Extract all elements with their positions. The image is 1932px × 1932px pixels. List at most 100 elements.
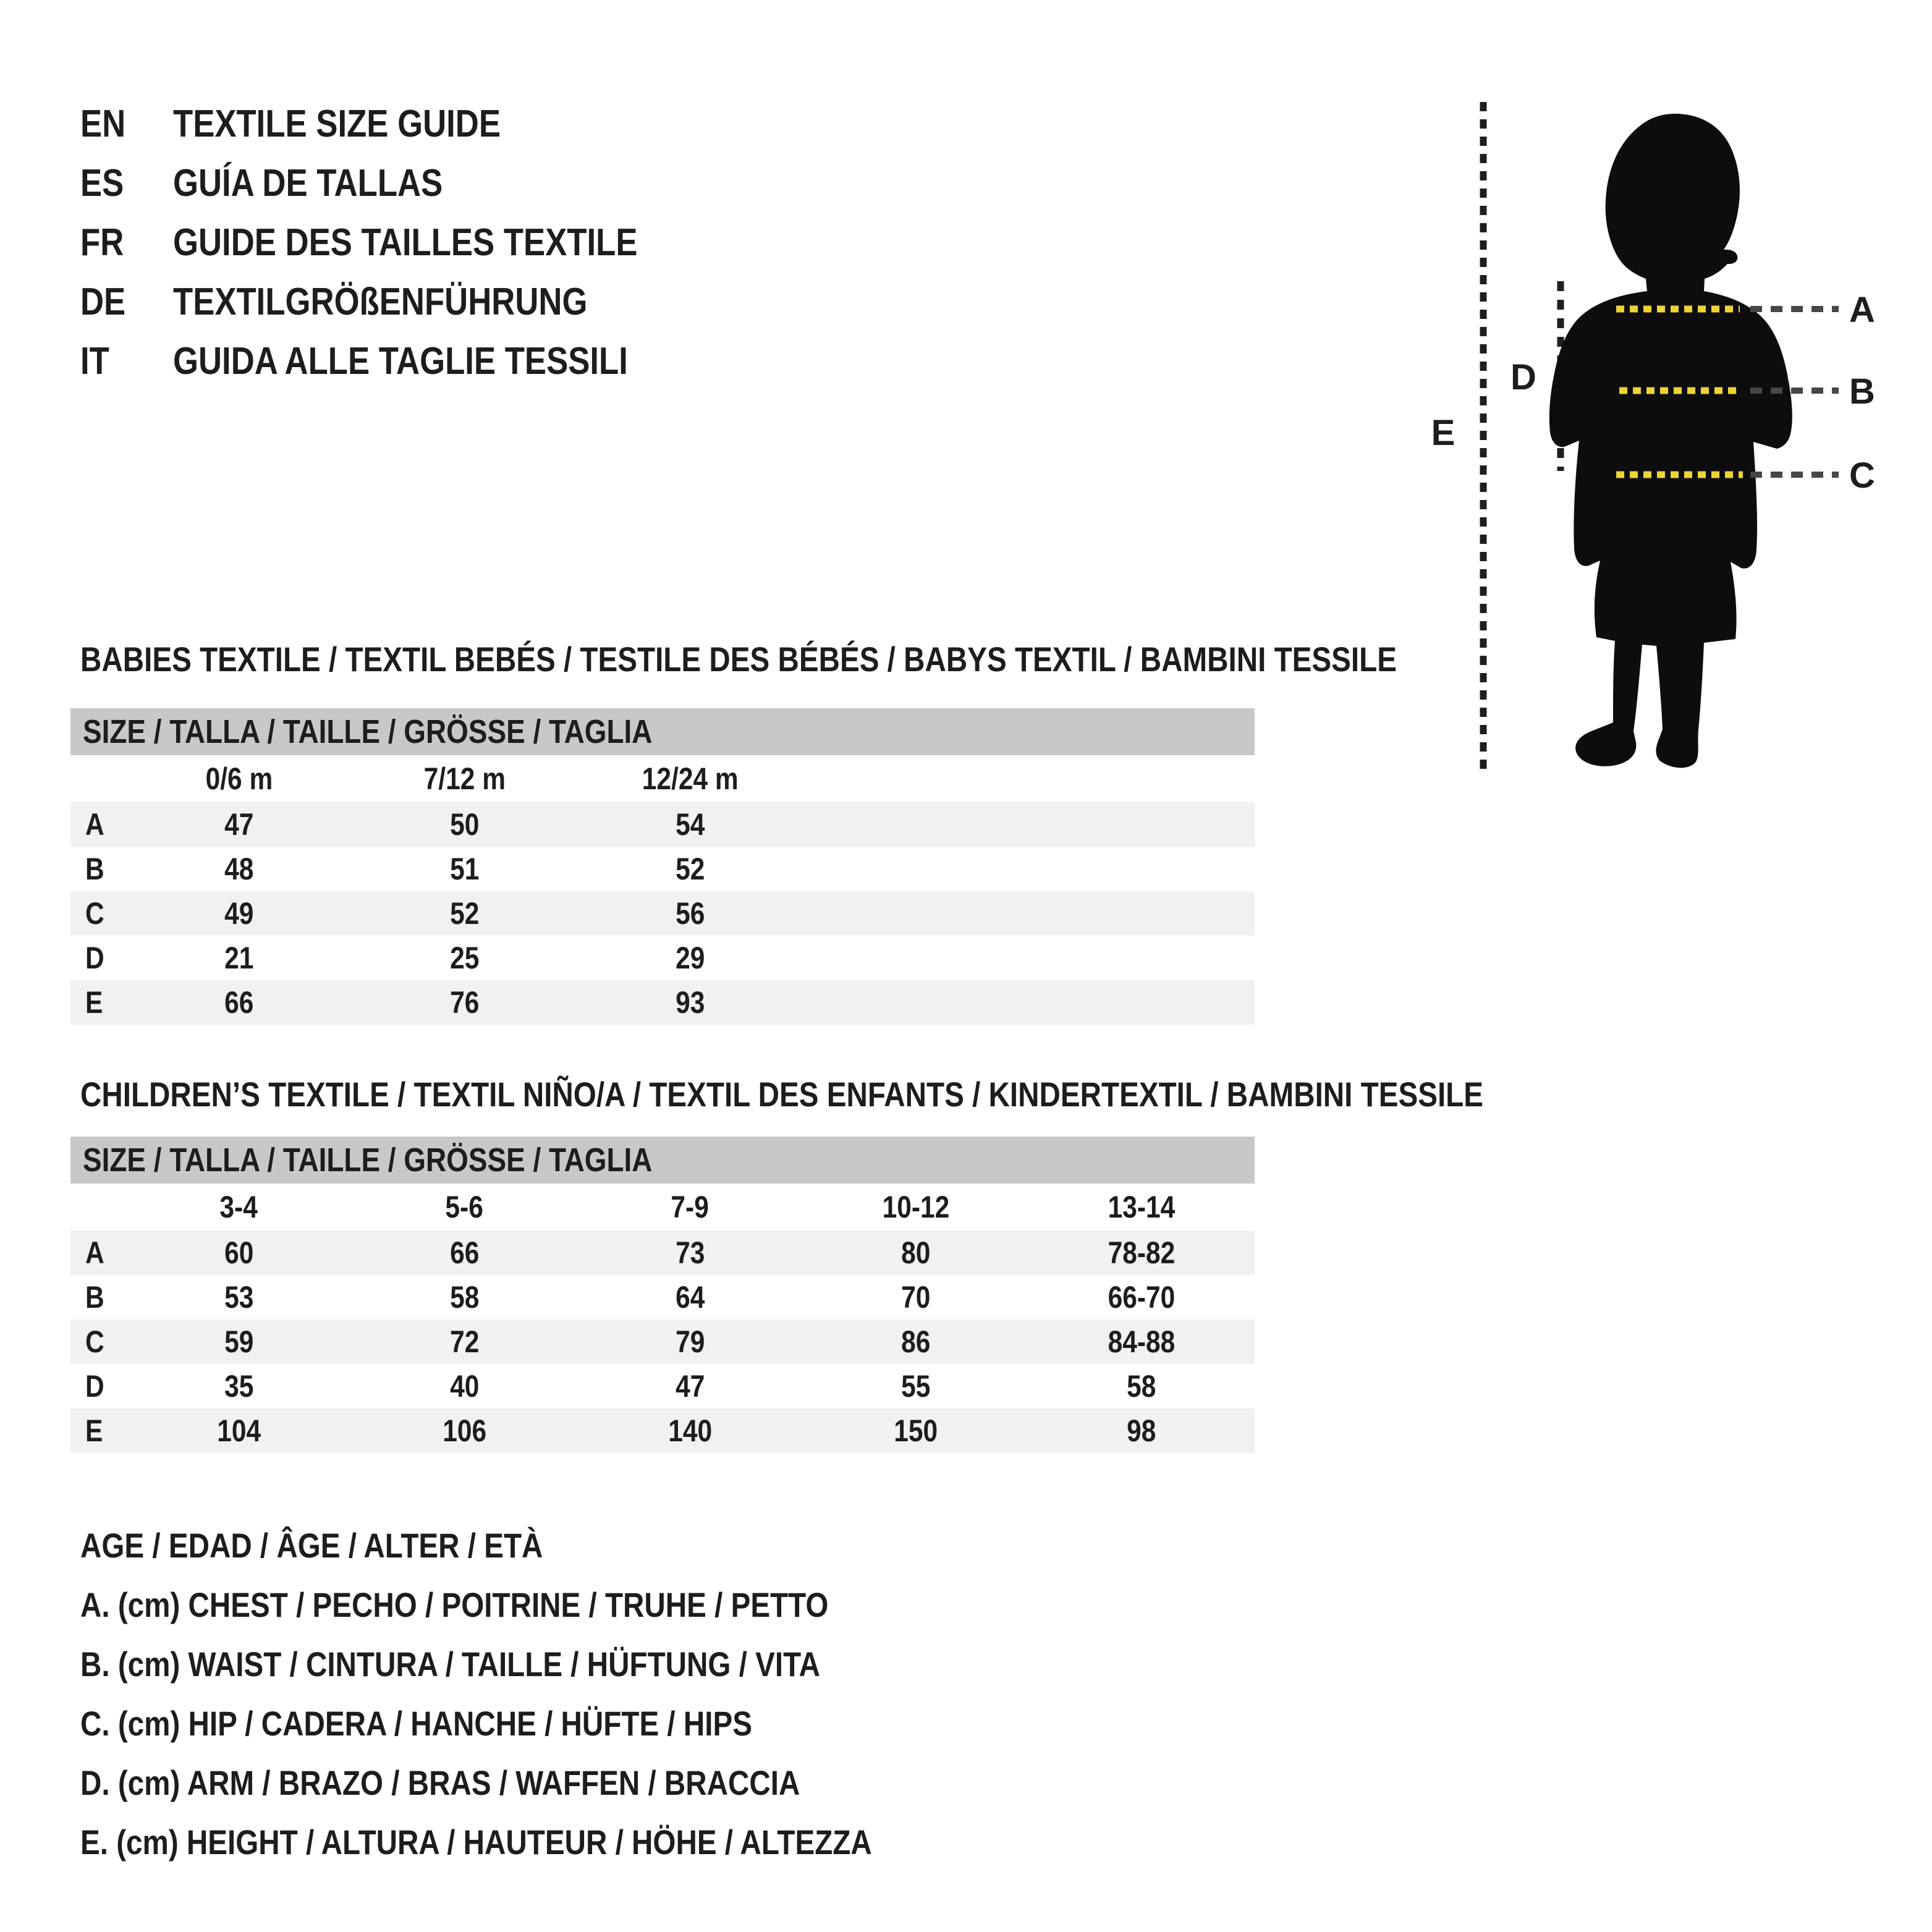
value-text: 55 — [900, 1369, 931, 1404]
babies-table-header-bar: SIZE / TALLA / TAILLE / GRÖSSE / TAGLIA — [70, 708, 1255, 755]
lang-row-es: ES GUÍA DE TALLAS — [80, 153, 719, 213]
measure-label-b: B — [1849, 371, 1875, 412]
value-text: 47 — [224, 807, 254, 842]
value-cell: 52 — [577, 847, 803, 891]
measure-label-c: C — [1849, 455, 1875, 496]
value-cell: 78-82 — [1028, 1231, 1254, 1275]
value-cell: 55 — [803, 1364, 1028, 1409]
value-text: 58 — [1126, 1369, 1156, 1404]
column-header: 5-6 — [352, 1184, 577, 1231]
row-label: A — [70, 1231, 126, 1275]
value-cell: 47 — [577, 1364, 803, 1409]
value-text: 86 — [900, 1324, 931, 1359]
size-header-text: SIZE / TALLA / TAILLE / GRÖSSE / TAGLIA — [83, 1142, 653, 1179]
value-text: 76 — [449, 985, 480, 1020]
column-header-text: 0/6 m — [205, 761, 273, 796]
legend-text: B. (cm) WAIST / CINTURA / TAILLE / HÜFTU… — [80, 1644, 820, 1684]
value-cell: 98 — [1028, 1409, 1254, 1453]
table-row-d: D 21 25 29 — [70, 936, 1255, 980]
value-cell: 66 — [352, 1231, 577, 1275]
value-text: 52 — [675, 852, 705, 886]
row-label: B — [70, 1275, 126, 1320]
value-text: 150 — [894, 1413, 938, 1448]
value-text: 106 — [443, 1413, 486, 1448]
lang-row-fr: FR GUIDE DES TAILLES TEXTILE — [80, 213, 719, 272]
table-row-d: D 35 40 47 55 58 — [70, 1364, 1255, 1409]
lang-title-en: TEXTILE SIZE GUIDE — [173, 102, 719, 146]
legend-line-chest: A. (cm) CHEST / PECHO / POITRINE / TRUHE… — [80, 1575, 1012, 1634]
empty-cell — [70, 755, 126, 802]
lang-title-text: GUIDA ALLE TAGLIE TESSILI — [173, 339, 628, 383]
row-label: E — [70, 1409, 126, 1453]
value-text: 60 — [224, 1235, 254, 1270]
row-label: D — [70, 936, 126, 980]
legend-line-waist: B. (cm) WAIST / CINTURA / TAILLE / HÜFTU… — [80, 1634, 1012, 1693]
value-cell: 86 — [803, 1320, 1028, 1364]
value-cell: 54 — [577, 802, 803, 847]
table-row-e: E 66 76 93 — [70, 980, 1255, 1025]
row-label-text: A — [85, 807, 104, 842]
lang-code-text: FR — [80, 221, 124, 264]
value-cell: 56 — [577, 891, 803, 936]
column-header: 12/24 m — [577, 755, 803, 802]
row-label-text: C — [85, 1324, 104, 1359]
value-cell: 72 — [352, 1320, 577, 1364]
lang-code-text: ES — [80, 161, 124, 205]
value-text: 73 — [675, 1235, 705, 1270]
row-label: C — [70, 891, 126, 936]
value-text: 50 — [449, 807, 480, 842]
table-row-b: B 53 58 64 70 66-70 — [70, 1275, 1255, 1320]
column-header-text: 3-4 — [219, 1190, 258, 1224]
column-header: 0/6 m — [126, 755, 352, 802]
column-header-text: 13-14 — [1108, 1190, 1175, 1224]
value-text: 79 — [675, 1324, 705, 1359]
value-text: 70 — [900, 1280, 931, 1315]
value-cell: 64 — [577, 1275, 803, 1320]
measure-label-e: E — [1431, 413, 1455, 453]
empty-cell — [803, 755, 1028, 802]
child-silhouette — [1549, 114, 1792, 768]
children-section-title-text: CHILDREN’S TEXTILE / TEXTIL NIÑO/A / TEX… — [80, 1075, 1484, 1114]
measure-label-d: D — [1510, 357, 1536, 397]
column-header-text: 10-12 — [882, 1190, 949, 1224]
value-text: 54 — [675, 807, 705, 842]
row-label-text: E — [85, 985, 103, 1020]
value-text: 84-88 — [1108, 1324, 1175, 1359]
value-cell: 106 — [352, 1409, 577, 1453]
table-row-a: A 60 66 73 80 78-82 — [70, 1231, 1255, 1275]
empty-cell — [1028, 802, 1254, 847]
lang-code-fr: FR — [80, 221, 173, 265]
measure-label-a: A — [1849, 290, 1875, 330]
value-cell: 93 — [577, 980, 803, 1025]
value-text: 78-82 — [1108, 1235, 1175, 1270]
legend-text: A. (cm) CHEST / PECHO / POITRINE / TRUHE… — [80, 1585, 829, 1624]
table-row-c: C 49 52 56 — [70, 891, 1255, 936]
value-cell: 60 — [126, 1231, 352, 1275]
value-cell: 25 — [352, 936, 577, 980]
lang-title-de: TEXTILGRÖßENFÜHRUNG — [173, 280, 719, 324]
legend-line-hip: C. (cm) HIP / CADERA / HANCHE / HÜFTE / … — [80, 1693, 1012, 1753]
measurement-figure: A B C D E — [1409, 87, 1932, 779]
empty-cell — [1028, 891, 1254, 936]
lang-title-it: GUIDA ALLE TAGLIE TESSILI — [173, 339, 719, 383]
legend-text: C. (cm) HIP / CADERA / HANCHE / HÜFTE / … — [80, 1703, 752, 1743]
empty-cell — [1028, 936, 1254, 980]
row-label: E — [70, 980, 126, 1025]
table-row-b: B 48 51 52 — [70, 847, 1255, 891]
legend-line-arm: D. (cm) ARM / BRAZO / BRAS / WAFFEN / BR… — [80, 1753, 1012, 1812]
value-cell: 73 — [577, 1231, 803, 1275]
legend-line-height: E. (cm) HEIGHT / ALTURA / HAUTEUR / HÖHE… — [80, 1812, 1012, 1871]
legend-line-age: AGE / EDAD / ÂGE / ALTER / ETÀ — [80, 1515, 1012, 1575]
measurement-legend: AGE / EDAD / ÂGE / ALTER / ETÀ A. (cm) C… — [80, 1515, 1012, 1871]
row-label: C — [70, 1320, 126, 1364]
value-text: 66 — [224, 985, 254, 1020]
empty-cell — [803, 980, 1028, 1025]
value-cell: 35 — [126, 1364, 352, 1409]
column-header: 7/12 m — [352, 755, 577, 802]
value-text: 25 — [449, 941, 480, 975]
empty-cell — [1028, 980, 1254, 1025]
value-text: 56 — [675, 896, 705, 931]
column-header: 13-14 — [1028, 1184, 1254, 1231]
lang-code-it: IT — [80, 339, 173, 383]
table-row-e: E 104 106 140 150 98 — [70, 1409, 1255, 1453]
